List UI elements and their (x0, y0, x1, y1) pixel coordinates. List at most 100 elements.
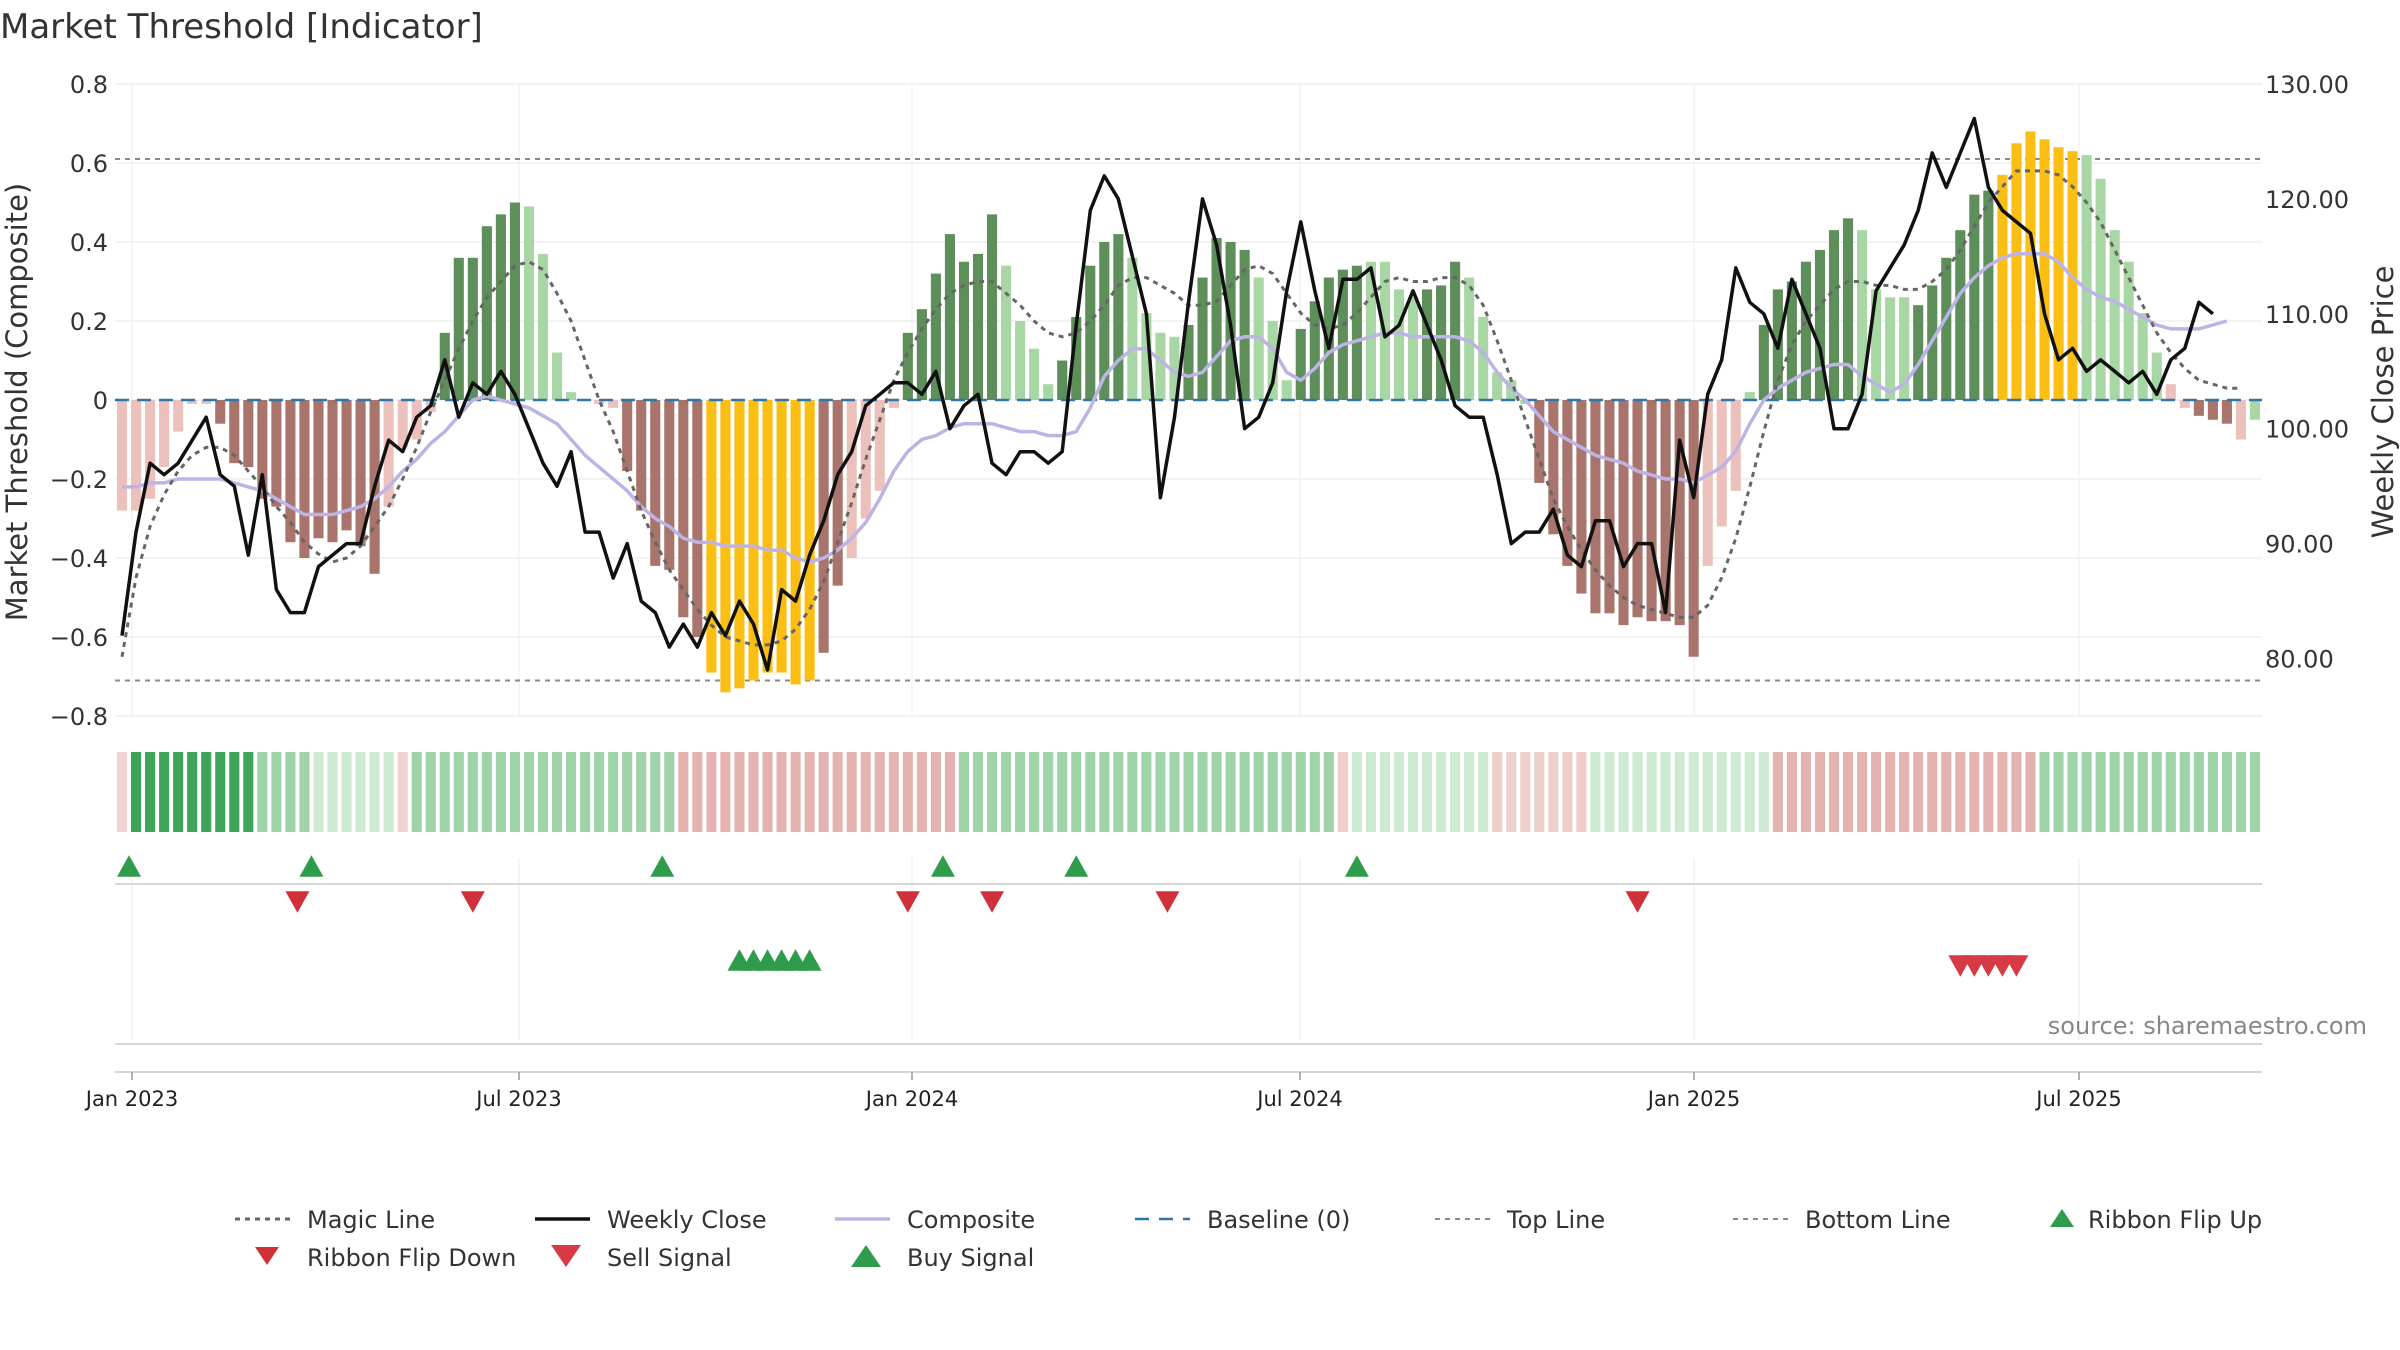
composite-bar (2179, 400, 2190, 408)
ribbon-segment (1407, 752, 1419, 832)
ribbon-segment (2109, 752, 2120, 832)
legend-label: Ribbon Flip Down (307, 1244, 516, 1272)
composite-bar (1786, 281, 1797, 400)
legend-composite: Composite (835, 1206, 1035, 1234)
ribbon-flip-up-marker (1064, 855, 1089, 877)
x-tick-label: Jul 2023 (474, 1087, 561, 1111)
left-tick-label: −0.6 (50, 624, 108, 652)
ribbon-segment (1141, 752, 1152, 832)
x-tick-label: Jul 2025 (2034, 1087, 2121, 1111)
ribbon-segment (580, 752, 591, 832)
composite-bar (832, 400, 843, 586)
composite-bar (1464, 277, 1475, 400)
composite-bar (2151, 352, 2162, 400)
composite-bar (1576, 400, 1587, 594)
ribbon-segment (958, 752, 970, 832)
ribbon-segment (1983, 752, 1994, 832)
ribbon-segment (411, 752, 422, 832)
right-axis-ticks: 130.00 120.00 110.00 100.00 90.00 80.00 (2265, 71, 2349, 674)
ribbon-segment (1744, 752, 1755, 832)
ribbon-segment (523, 752, 535, 832)
ribbon-segment (986, 752, 998, 832)
composite-bar (1478, 317, 1489, 400)
composite-bar (523, 206, 535, 400)
grid (115, 83, 2262, 1040)
ribbon-segment (201, 752, 212, 832)
ribbon-segment (1520, 752, 1531, 832)
legend-label: Composite (907, 1206, 1035, 1234)
ribbon-segment (1506, 752, 1517, 832)
left-tick-label: −0.4 (50, 545, 108, 573)
ribbon-segment (832, 752, 843, 832)
composite-bar (1197, 277, 1208, 400)
composite-bar (1716, 400, 1727, 527)
ribbon-segment (130, 752, 142, 832)
ribbon-segment (537, 752, 549, 832)
ribbon-segment (1871, 752, 1882, 832)
ribbon-segment (1239, 752, 1250, 832)
composite-bar (1127, 257, 1138, 400)
composite-bar (257, 400, 268, 499)
composite-bar (1632, 400, 1643, 618)
ribbon-segment (229, 752, 240, 832)
ribbon-segment (257, 752, 268, 832)
composite-bar (888, 400, 899, 408)
signal-markers (115, 855, 2262, 1073)
right-tick-label: 110.00 (2265, 301, 2349, 329)
ribbon-segment (650, 752, 661, 832)
ribbon-segment (776, 752, 787, 832)
ribbon-segment (972, 752, 984, 832)
x-tick-label: Jul 2024 (1255, 1087, 1342, 1111)
composite-bar (1323, 277, 1334, 400)
ribbon-segment (692, 752, 703, 832)
ribbon-flip-down-marker (1625, 891, 1650, 913)
composite-bar (930, 273, 941, 400)
ribbon-segment (2081, 752, 2092, 832)
ribbon-segment (2039, 752, 2050, 832)
composite-bar (495, 214, 506, 400)
legend-magic-line: Magic Line (235, 1206, 435, 1234)
ribbon-segment (2235, 752, 2247, 832)
ribbon-segment (243, 752, 254, 832)
x-tick-label: Jan 2024 (864, 1087, 959, 1111)
composite-bar (341, 400, 352, 531)
ribbon-segment (327, 752, 338, 832)
ribbon-segment (1969, 752, 1980, 832)
left-tick-label: 0.4 (70, 229, 108, 257)
ribbon-segment (874, 752, 885, 832)
legend-label: Sell Signal (607, 1244, 732, 1272)
legend-label: Magic Line (307, 1206, 435, 1234)
ribbon-flip-up-marker (299, 855, 324, 877)
composite-bar (1828, 230, 1840, 400)
ribbon-segment (720, 752, 731, 832)
ribbon-segment (1885, 752, 1896, 832)
composite-bar (313, 400, 324, 539)
composite-bar (664, 400, 675, 570)
composite-bar (355, 400, 366, 547)
ribbon-segment (2011, 752, 2022, 832)
ribbon-segment (439, 752, 450, 832)
ribbon-segment (1758, 752, 1769, 832)
ribbon-segment (1043, 752, 1054, 832)
composite-bar (1857, 230, 1868, 400)
ribbon-segment (1478, 752, 1489, 832)
right-tick-label: 90.00 (2265, 531, 2334, 559)
composite-bar (2221, 400, 2232, 424)
composite-bar (1295, 328, 1306, 400)
ribbon-strip (116, 752, 2261, 832)
ribbon-segment (1099, 752, 1110, 832)
ribbon-segment (425, 752, 436, 832)
ribbon-segment (1253, 752, 1264, 832)
right-tick-label: 130.00 (2265, 71, 2349, 99)
composite-bar (1674, 400, 1685, 626)
ribbon-segment (804, 752, 815, 832)
ribbon-segment (116, 752, 128, 832)
ribbon-segment (1688, 752, 1699, 832)
ribbon-segment (2137, 752, 2148, 832)
composite-bar (818, 400, 829, 653)
ribbon-segment (1800, 752, 1811, 832)
composite-bar (790, 400, 801, 685)
composite-bar (1702, 400, 1713, 566)
composite-bar (958, 261, 970, 400)
ribbon-segment (369, 752, 380, 832)
